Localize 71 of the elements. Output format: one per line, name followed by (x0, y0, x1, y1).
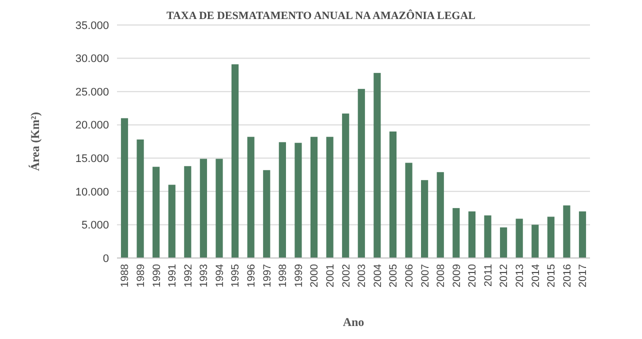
bar (405, 162, 412, 258)
bar (516, 218, 523, 258)
bar (500, 227, 508, 258)
y-tick-label: 15.000 (75, 152, 109, 165)
x-tick-label: 2017 (577, 264, 590, 288)
x-tick-label: 2000 (308, 264, 321, 288)
bar (200, 158, 208, 258)
x-tick-label: 2012 (498, 264, 510, 288)
x-tick-label: 2011 (482, 264, 494, 287)
bar (436, 172, 444, 258)
bar (532, 224, 539, 258)
x-tick-label: 1996 (246, 264, 258, 288)
y-axis-title: Área (Km²) (28, 112, 42, 172)
x-tick-label: 2010 (466, 264, 479, 288)
x-tick-label: 2003 (356, 264, 368, 288)
y-tick-label: 30.000 (75, 53, 109, 66)
x-tick-label: 1989 (134, 264, 147, 288)
bar (310, 136, 318, 258)
bar (468, 211, 476, 258)
x-tick-label: 1993 (198, 264, 210, 288)
y-tick-label: 10.000 (75, 186, 109, 198)
bar (421, 180, 428, 258)
bar (342, 114, 350, 258)
bar (563, 205, 570, 258)
x-tick-label: 2014 (530, 264, 542, 288)
x-tick-label: 1992 (182, 264, 194, 288)
bar (578, 211, 586, 258)
y-tick-label: 35.000 (75, 20, 109, 32)
x-tick-label: 1991 (166, 264, 179, 288)
bar (168, 184, 176, 258)
bar (484, 215, 492, 258)
bar (547, 216, 554, 258)
y-tick-label: 20.000 (75, 120, 109, 132)
chart-title: TAXA DE DESMATAMENTO ANUAL NA AMAZÔNIA LEGAL (166, 9, 476, 22)
bar (278, 142, 286, 258)
bar (263, 170, 270, 258)
bar (184, 166, 192, 258)
x-tick-label: 2008 (435, 264, 448, 288)
bar (389, 132, 397, 258)
bar (452, 208, 460, 258)
x-tick-label: 2015 (546, 264, 558, 288)
x-tick-label: 2004 (372, 264, 384, 288)
bar (358, 88, 365, 258)
x-axis-title: Ano (342, 315, 364, 329)
x-tick-label: 2013 (514, 264, 526, 288)
x-tick-label: 2009 (450, 264, 463, 288)
x-tick-label: 1995 (230, 264, 242, 288)
x-tick-label: 2007 (419, 264, 432, 288)
bar (232, 64, 239, 258)
bar (374, 72, 381, 258)
bar (120, 118, 128, 258)
bar (294, 142, 302, 258)
y-tick-label: 0 (102, 252, 109, 265)
x-tick-label: 2002 (340, 264, 352, 288)
x-tick-label: 1990 (150, 264, 163, 288)
x-tick-label: 2005 (388, 264, 400, 288)
x-tick-label: 2001 (324, 264, 336, 288)
bar (152, 166, 160, 258)
y-tick-label: 5.000 (81, 220, 109, 232)
bar (136, 140, 144, 258)
x-tick-label: 2006 (403, 264, 416, 288)
x-tick-label: 2016 (561, 264, 574, 288)
bar (216, 158, 223, 258)
x-tick-label: 1998 (277, 264, 290, 288)
x-tick-label: 1994 (214, 264, 226, 288)
bar (326, 136, 334, 258)
x-tick-label: 1988 (119, 264, 132, 288)
y-tick-label: 25.000 (75, 86, 109, 98)
x-tick-label: 1999 (292, 264, 305, 288)
x-tick-label: 1997 (261, 264, 274, 288)
bar (247, 136, 254, 258)
